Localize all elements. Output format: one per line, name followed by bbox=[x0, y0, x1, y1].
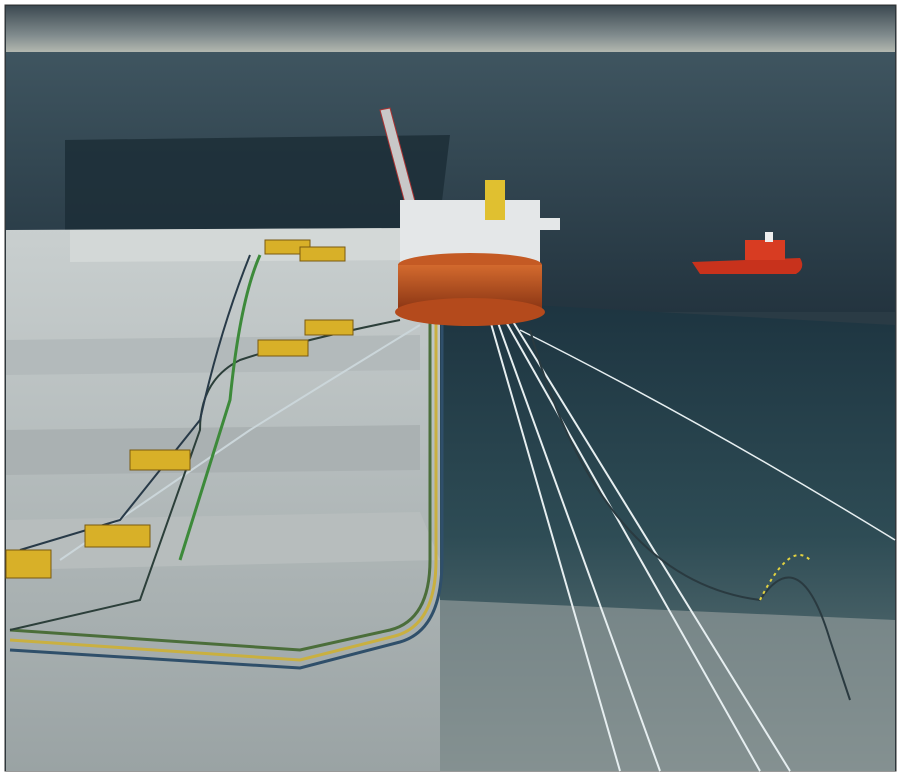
platform bbox=[379, 107, 560, 326]
seabed-far bbox=[440, 600, 895, 771]
vessel bbox=[692, 232, 803, 274]
terrace bbox=[6, 512, 440, 570]
terrace bbox=[70, 228, 420, 262]
mooring-lines bbox=[489, 319, 896, 772]
sky bbox=[6, 6, 895, 54]
templates bbox=[5, 239, 354, 579]
seabed bbox=[6, 228, 440, 771]
terrace bbox=[6, 335, 420, 375]
